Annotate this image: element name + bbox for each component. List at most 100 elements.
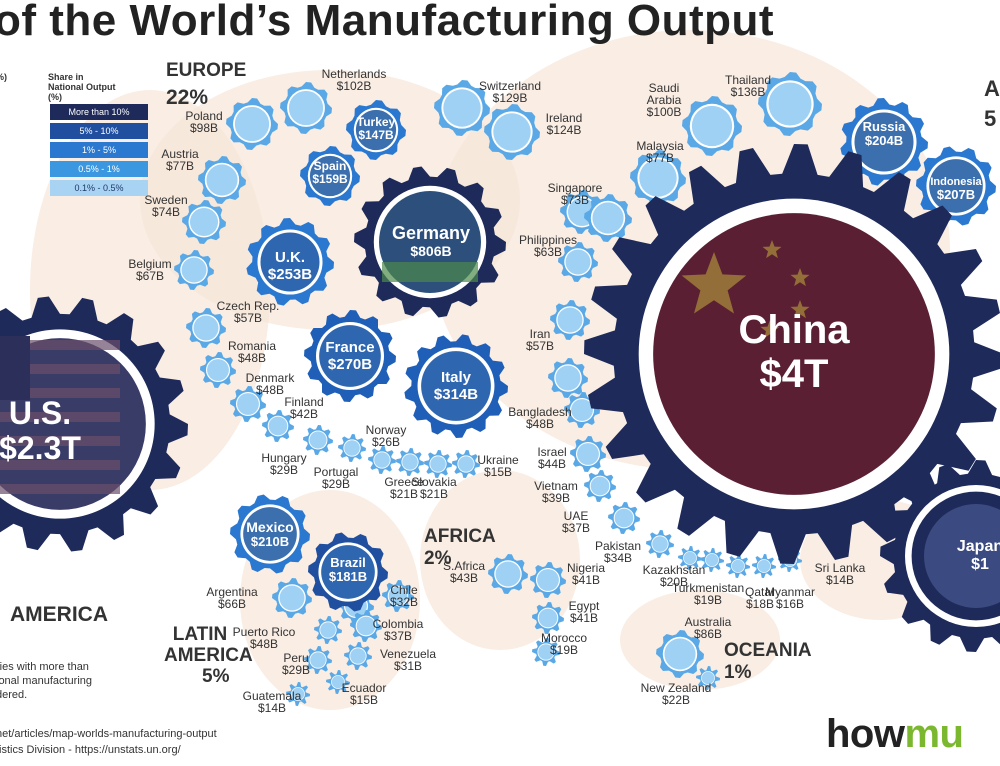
- country-name: Peru: [283, 651, 309, 665]
- country-value: $129B: [492, 91, 528, 105]
- country-value: $18B: [745, 597, 775, 611]
- country-name: Turkmenistan: [671, 581, 745, 595]
- gear-france-face: [319, 325, 381, 387]
- country-label: Turkmenistan $19B: [668, 582, 748, 606]
- legend-swatch-5-10: 5% - 10%: [50, 123, 148, 139]
- country-value: $67B: [135, 269, 165, 283]
- country-name: Myanmar: [764, 585, 815, 599]
- small-gear: [338, 434, 366, 462]
- country-value: $48B: [525, 417, 555, 431]
- country-name: Poland: [185, 109, 223, 123]
- star-icon: [681, 252, 747, 314]
- small-gear: [304, 646, 332, 674]
- small-gear-face: [331, 675, 345, 689]
- indonesia-label-name: Indonesia: [930, 176, 982, 188]
- gear-france: [304, 310, 396, 402]
- legend: %) Share in National Output (%) More tha…: [0, 62, 154, 232]
- small-gear: [226, 98, 278, 150]
- country-name: Bangladesh: [508, 405, 572, 419]
- land-shape: [620, 590, 780, 690]
- country-name: Greece: [384, 475, 424, 489]
- flag-stripe: [0, 460, 120, 470]
- indonesia-label-value: $207B: [936, 187, 976, 203]
- gear-indonesia: [916, 146, 996, 226]
- small-gear-face: [768, 82, 812, 126]
- turkey-label: Turkey $147B: [348, 115, 404, 142]
- country-value: $19B: [693, 593, 723, 607]
- country-name: Ukraine: [477, 453, 519, 467]
- small-gear: [608, 502, 640, 534]
- small-gear: [484, 104, 540, 160]
- gear-italy: [404, 334, 508, 438]
- region-latin-america-pct: 5%: [202, 666, 230, 687]
- gear-uk: [246, 218, 334, 306]
- country-name: Vietnam: [534, 479, 578, 493]
- country-name: Guatemala: [242, 689, 302, 703]
- country-name: Egypt: [568, 599, 600, 613]
- russia-label-value: $204B: [864, 133, 904, 149]
- us-label: U.S. $2.3T: [0, 395, 120, 466]
- country-label: Norway $26B: [346, 424, 426, 448]
- small-gear: [286, 682, 310, 706]
- small-gear: [584, 194, 632, 242]
- country-label: Puerto Rico $48B: [224, 626, 304, 650]
- country-value: $20B: [659, 575, 689, 589]
- small-gear: [726, 554, 750, 578]
- country-label: Philippines $63B: [508, 234, 588, 258]
- gear-spain-face: [309, 155, 351, 197]
- mexico-label-value: $210B: [250, 534, 290, 550]
- country-name: Belgium: [128, 257, 172, 271]
- country-name: Qatar: [744, 585, 775, 599]
- country-label: UAE $37B: [536, 510, 616, 534]
- us-flag: [0, 336, 120, 494]
- small-gear: [434, 80, 490, 136]
- small-gear: [200, 352, 236, 388]
- footnote-line: ries with more than: [0, 661, 89, 673]
- country-name: Australia: [684, 615, 732, 629]
- small-gear: [262, 410, 294, 442]
- country-label: Poland $98B: [164, 110, 244, 134]
- small-gear: [314, 616, 342, 644]
- country-name: Morocco: [540, 631, 587, 645]
- country-value: $26B: [371, 435, 401, 449]
- country-label: Finland $42B: [264, 396, 344, 420]
- gear-brazil-face: [321, 545, 375, 599]
- small-gear-face: [320, 622, 336, 638]
- country-value: $14B: [825, 573, 855, 587]
- source-link[interactable]: net/articles/map-worlds-manufacturing-ou…: [0, 728, 217, 740]
- small-gear-face: [701, 671, 715, 685]
- small-gear: [678, 546, 702, 570]
- country-label: Slovakia $21B: [394, 476, 474, 500]
- country-label: Netherlands $102B: [314, 68, 394, 92]
- small-gear: [174, 250, 214, 290]
- country-value: $66B: [217, 597, 247, 611]
- country-label: Hungary $29B: [244, 452, 324, 476]
- small-gear-face: [557, 307, 583, 333]
- country-label: Ecuador $15B: [324, 682, 404, 706]
- country-label: Colombia $37B: [358, 618, 438, 642]
- country-value: $100B: [646, 105, 682, 119]
- country-value: $21B: [389, 487, 419, 501]
- country-value: $15B: [349, 693, 379, 707]
- country-value: $98B: [189, 121, 219, 135]
- country-value: $44B: [537, 457, 567, 471]
- small-gear-face: [458, 456, 474, 472]
- legend-swatch-01-05: 0.1% - 0.5%: [50, 180, 148, 196]
- country-value: $32B: [389, 595, 419, 609]
- small-gear-face: [237, 393, 259, 415]
- country-label: Denmark $48B: [230, 372, 310, 396]
- flag-stripe: [0, 412, 120, 422]
- small-gear: [368, 446, 396, 474]
- country-label: Kazakhstan $20B: [634, 564, 714, 588]
- germany-label-value: $806B: [410, 242, 452, 259]
- small-gear-face: [495, 561, 521, 587]
- small-gear-face: [356, 616, 376, 636]
- country-label: Iran $57B: [500, 328, 580, 352]
- small-gear-face: [565, 249, 591, 275]
- region-asia-pct: 5: [984, 106, 997, 131]
- small-gear-face: [493, 113, 531, 151]
- china-label-value: $4T: [759, 352, 829, 396]
- small-gear: [656, 630, 704, 678]
- gear-uk-face: [260, 232, 320, 292]
